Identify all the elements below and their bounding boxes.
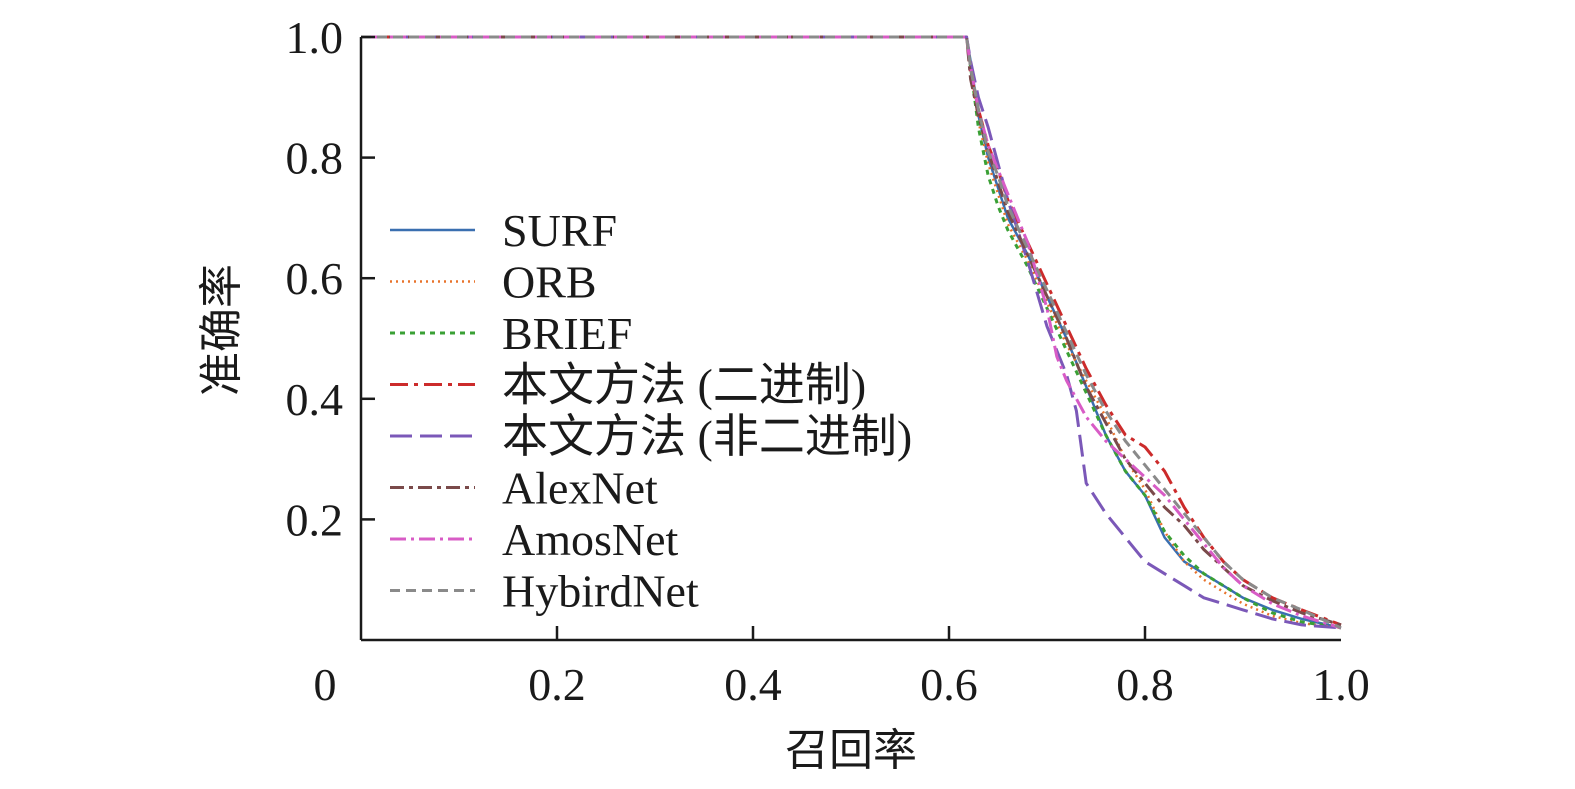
y-tick-label: 0.4 bbox=[286, 374, 344, 425]
legend-label: HybirdNet bbox=[502, 566, 699, 617]
y-tick-label: 0.8 bbox=[286, 133, 344, 184]
x-tick-label: 0.4 bbox=[724, 659, 782, 710]
series-line-amosnet bbox=[361, 35, 1342, 630]
legend-label: AmosNet bbox=[502, 514, 679, 565]
x-tick-label: 0 bbox=[314, 659, 337, 710]
legend-label: AlexNet bbox=[502, 463, 658, 514]
x-tick-label: 1.0 bbox=[1312, 659, 1370, 710]
y-axis-title: 准确率 bbox=[196, 264, 247, 396]
legend-label: 本文方法 (二进制) bbox=[502, 360, 866, 411]
legend-label: ORB bbox=[502, 257, 597, 308]
y-tick-label: 0.6 bbox=[286, 253, 344, 304]
x-axis-title: 召回率 bbox=[785, 725, 917, 776]
legend-label: BRIEF bbox=[502, 308, 632, 359]
x-tick-label: 0.8 bbox=[1116, 659, 1174, 710]
x-tick-label: 0.2 bbox=[528, 659, 586, 710]
series-layer bbox=[361, 35, 1342, 630]
x-tick-label: 0.6 bbox=[920, 659, 978, 710]
legend-label: 本文方法 (非二进制) bbox=[502, 411, 912, 462]
axes-layer: 0 0.2 0.4 0.6 0.8 1.0 0.2 0.4 0.6 0.8 1.0 bbox=[286, 12, 1370, 710]
y-tick-label: 0.2 bbox=[286, 494, 344, 545]
series-line-- bbox=[361, 35, 1342, 630]
series-line-brief bbox=[361, 35, 1342, 630]
y-tick-label: 1.0 bbox=[286, 12, 344, 63]
legend-label: SURF bbox=[502, 205, 617, 256]
series-line-alexnet bbox=[361, 35, 1342, 627]
